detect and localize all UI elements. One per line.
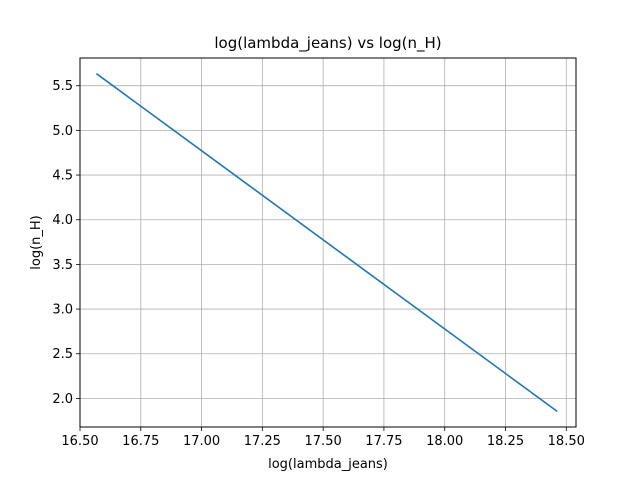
series-layer bbox=[95, 72, 558, 413]
y-axis-label: log(n_H) bbox=[29, 215, 44, 269]
plot-frame bbox=[79, 57, 577, 428]
x-tick-label: 18.00 bbox=[426, 434, 463, 449]
series-line bbox=[95, 72, 558, 413]
y-tick-label: 5.0 bbox=[52, 124, 73, 139]
x-tick-label: 18.25 bbox=[487, 434, 524, 449]
grid bbox=[79, 58, 576, 427]
x-tick-label: 17.75 bbox=[365, 434, 402, 449]
x-axis-label: log(lambda_jeans) bbox=[268, 457, 388, 472]
y-tick-label: 4.5 bbox=[52, 169, 73, 184]
y-tick-label: 4.0 bbox=[52, 213, 73, 228]
x-axis: 16.50 16.75 17.00 17.25 17.50 17.75 18.00 18.25… bbox=[61, 427, 585, 449]
x-tick-label: 16.50 bbox=[61, 434, 98, 449]
x-tick-label: 16.75 bbox=[122, 434, 159, 449]
y-tick-label: 3.5 bbox=[52, 258, 73, 273]
y-tick-label: 3.0 bbox=[52, 303, 73, 318]
y-tick-label: 2.5 bbox=[52, 347, 73, 362]
chart-title: log(lambda_jeans) vs log(n_H) bbox=[214, 34, 441, 53]
y-tick-label: 5.5 bbox=[52, 79, 73, 94]
x-tick-label: 18.50 bbox=[548, 434, 585, 449]
x-tick-label: 17.25 bbox=[244, 434, 281, 449]
y-tick-label: 2.0 bbox=[52, 392, 73, 407]
x-tick-label: 17.50 bbox=[305, 434, 342, 449]
x-tick-label: 17.00 bbox=[183, 434, 220, 449]
y-axis: 2.0 2.5 3.0 3.5 4.0 4.5 5.0 5.5 bbox=[52, 79, 80, 407]
